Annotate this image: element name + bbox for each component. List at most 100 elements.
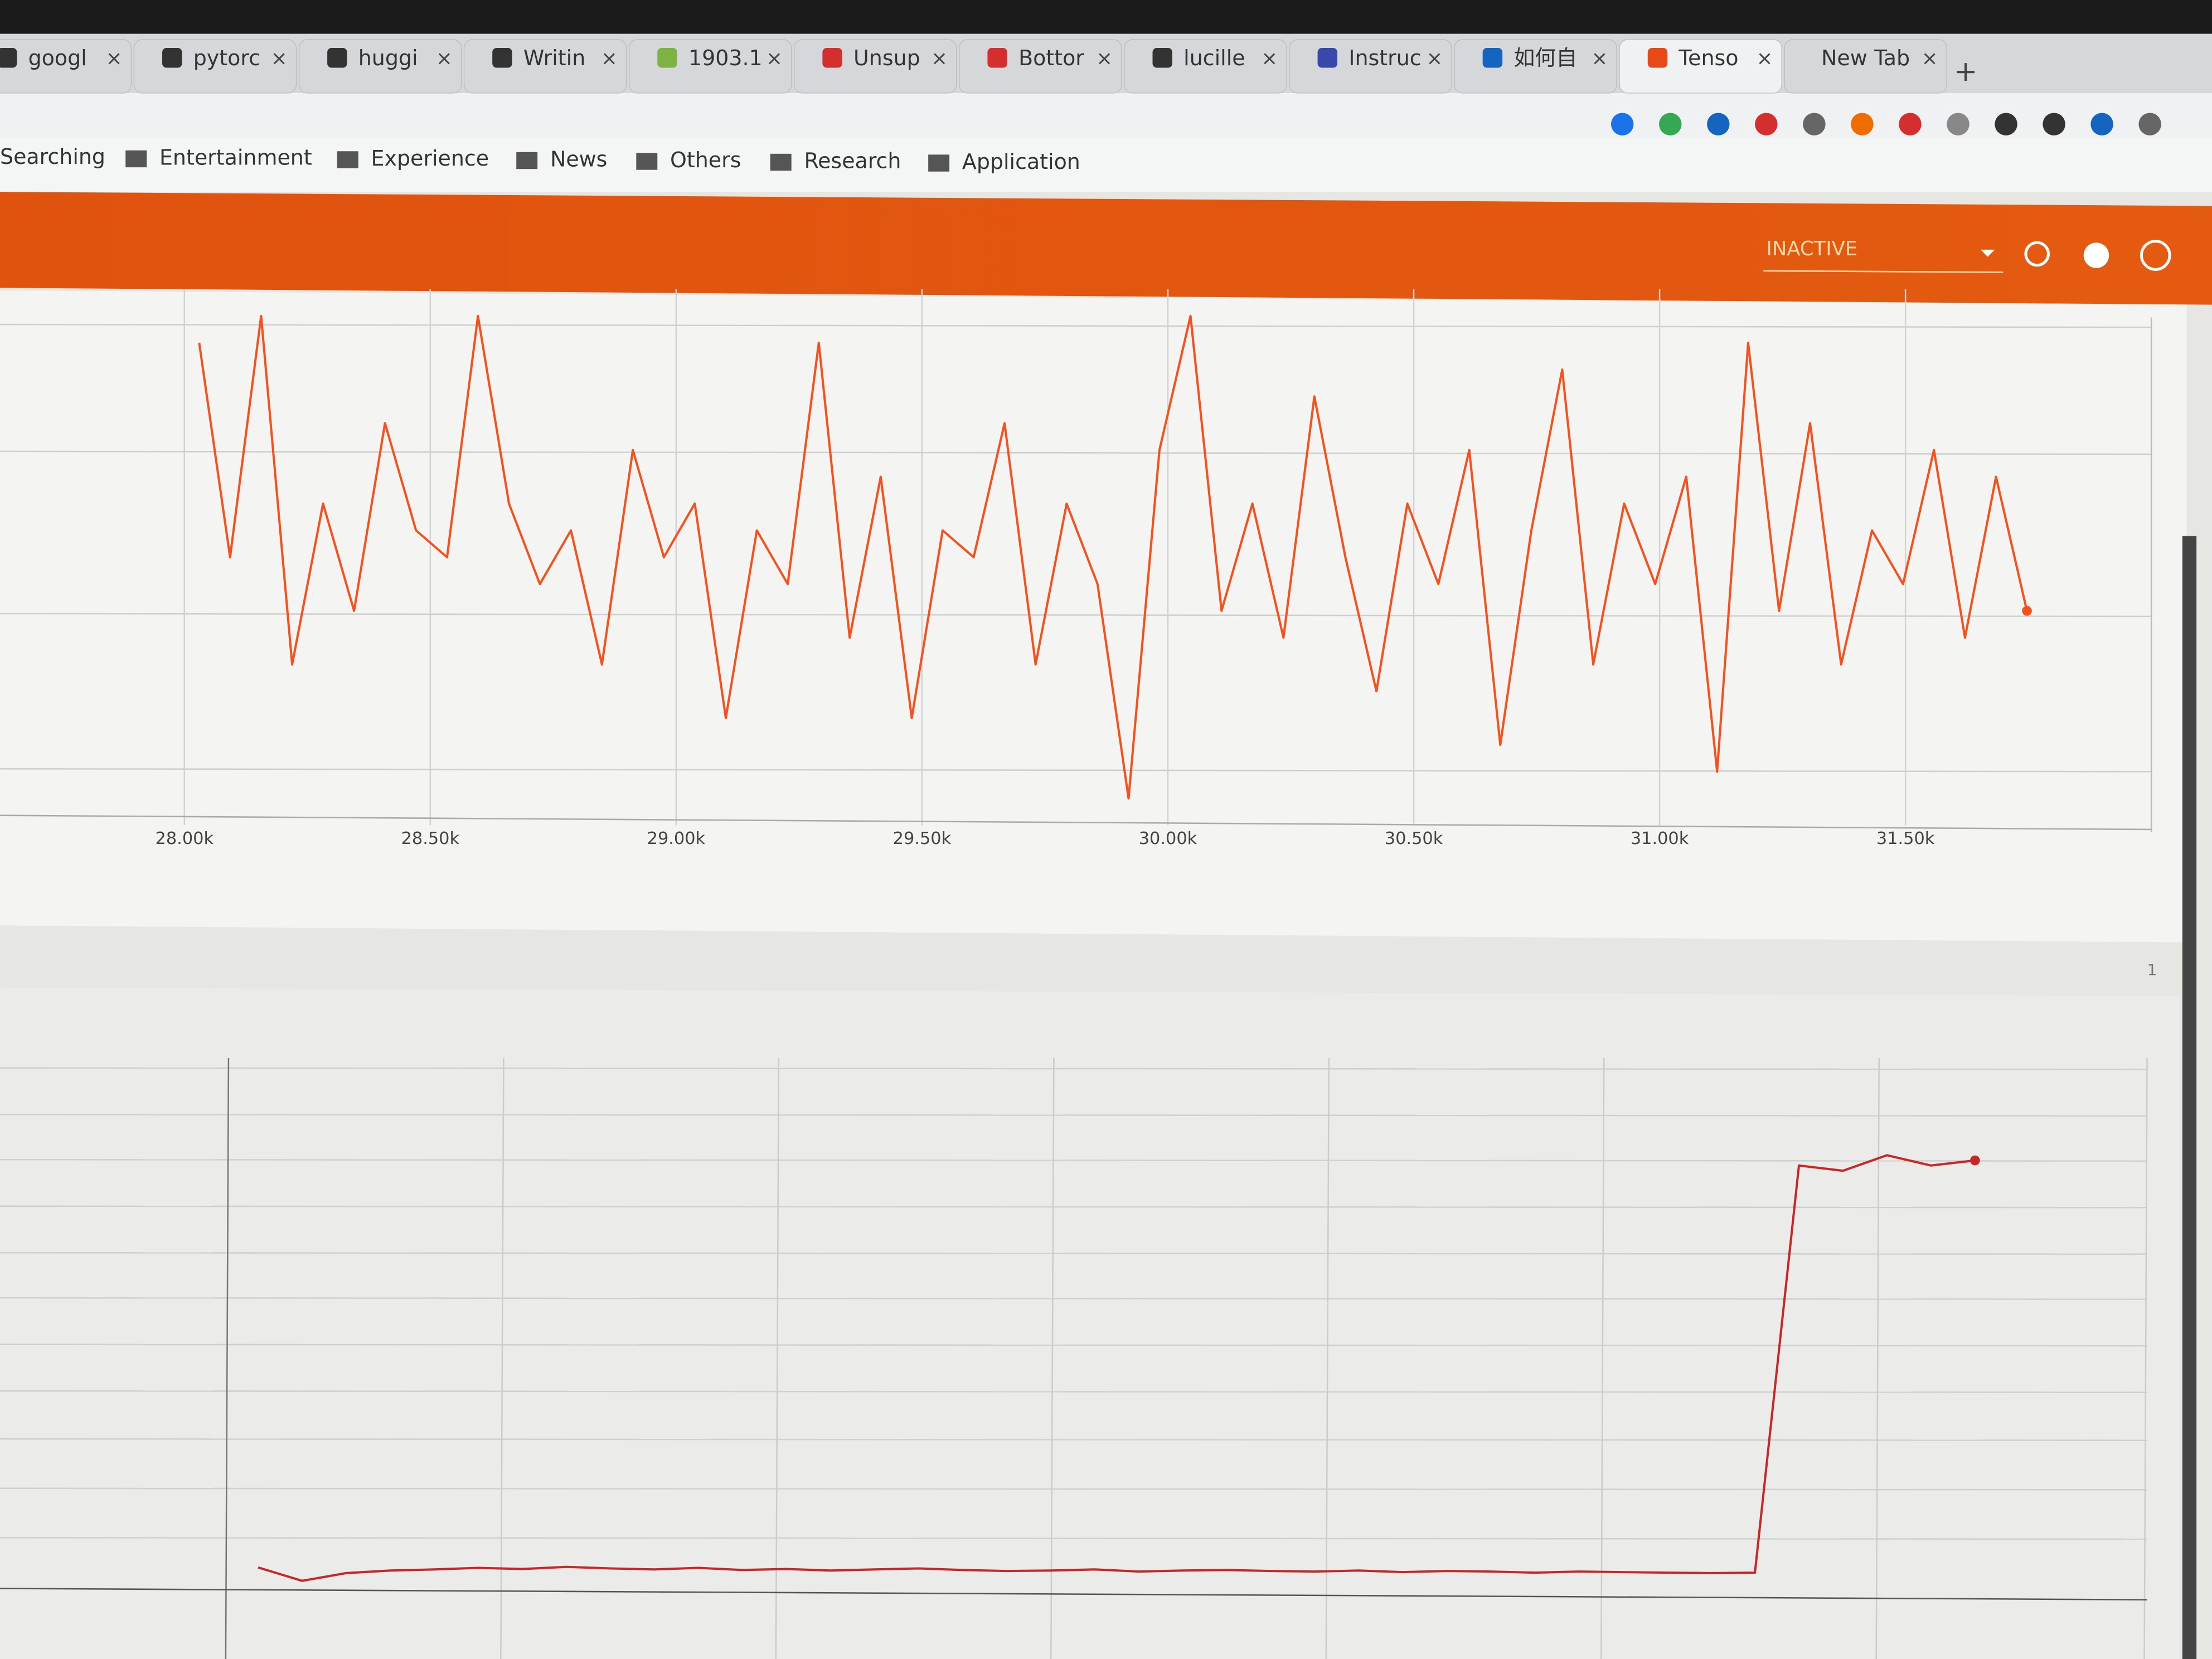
grid-line-v	[1600, 1058, 1605, 1659]
bookmark[interactable]: Research	[804, 149, 901, 173]
help-icon[interactable]	[2140, 240, 2171, 271]
tab-close[interactable]: ×	[766, 47, 783, 70]
tab-close[interactable]: ×	[1096, 47, 1113, 70]
grid-line-h	[0, 1343, 2147, 1347]
data-line	[198, 314, 2028, 800]
grid-line-h	[0, 1438, 2147, 1442]
tab-icon	[657, 48, 677, 68]
tab-title[interactable]: New Tab	[1821, 46, 1910, 70]
last-point	[2022, 605, 2032, 616]
tab-close[interactable]: ×	[106, 47, 123, 70]
x-tick-label: 31.00k	[1631, 829, 1689, 848]
bezel	[0, 0, 2212, 34]
page-number[interactable]: 1	[2147, 961, 2157, 979]
folder-icon	[928, 154, 950, 172]
bookmark[interactable]: Entertainment	[159, 145, 312, 169]
grid-line-v	[2143, 1058, 2148, 1659]
bookmark[interactable]: Experience	[371, 146, 489, 171]
new-tab[interactable]: +	[1954, 55, 1977, 88]
tab-title[interactable]: Tenso	[1678, 46, 1738, 70]
tab-title[interactable]: lucille	[1183, 46, 1245, 70]
tab-icon	[327, 48, 347, 68]
folder-icon	[636, 153, 658, 170]
tab-icon	[1647, 48, 1668, 68]
tab-icon	[1317, 48, 1338, 68]
extension-icon[interactable]	[2138, 113, 2161, 135]
toolbar	[0, 93, 2212, 142]
x-tick-label: 31.50k	[1876, 829, 1935, 848]
extension-icon[interactable]	[1707, 113, 1730, 135]
tab-title[interactable]: 如何自	[1514, 46, 1577, 70]
extension-icon[interactable]	[1755, 113, 1778, 135]
tab-icon	[162, 48, 182, 68]
tab-close[interactable]: ×	[931, 47, 948, 70]
extension-icon[interactable]	[1947, 113, 1970, 135]
extension-icon[interactable]	[1851, 113, 1874, 135]
extension-icon[interactable]	[1611, 113, 1634, 135]
x-tick-label: 28.00k	[156, 829, 214, 848]
grid-line-h	[0, 1390, 2147, 1393]
grid-line-v	[1325, 1058, 1330, 1659]
x-tick-label: 29.50k	[893, 829, 952, 848]
tab-title[interactable]: 1903.1	[688, 46, 763, 70]
tab-icon	[0, 48, 17, 68]
tab-close[interactable]: ×	[1261, 47, 1278, 70]
settings-icon[interactable]	[2083, 242, 2109, 268]
tab-title[interactable]: pytorc	[193, 46, 260, 70]
tab-title[interactable]: Writin	[523, 46, 585, 70]
tab-icon	[1482, 48, 1503, 68]
grid-line-h	[0, 450, 2152, 455]
grid-line-h	[0, 1205, 2147, 1209]
x-tick-label: 29.00k	[647, 829, 706, 848]
tab-close[interactable]: ×	[271, 47, 288, 70]
tab-close[interactable]: ×	[1757, 47, 1773, 70]
grid-line-v	[500, 1058, 505, 1659]
extension-icon[interactable]	[2090, 113, 2113, 135]
tab[interactable]	[1784, 39, 1947, 94]
grid-line-h	[0, 1067, 2147, 1070]
tab-close[interactable]: ×	[1922, 47, 1938, 70]
tab-close[interactable]: ×	[601, 47, 618, 70]
x-tick-label: 30.00k	[1139, 829, 1197, 848]
grid-line-h	[0, 1297, 2147, 1300]
x-axis	[0, 1588, 2147, 1600]
dropdown-icon[interactable]	[1980, 249, 1995, 257]
grid-line-h	[0, 768, 2152, 773]
tab-close[interactable]: ×	[1426, 47, 1443, 70]
bookmark[interactable]: Application	[962, 149, 1080, 174]
tab-title[interactable]: Instruc	[1348, 46, 1421, 70]
tab-title[interactable]: Bottor	[1018, 46, 1084, 70]
app-header	[0, 192, 2212, 305]
folder-icon	[516, 152, 538, 169]
extension-icon[interactable]	[1659, 113, 1682, 135]
bookmark[interactable]: News	[550, 147, 608, 171]
run-selector[interactable]: INACTIVE	[1766, 237, 1857, 260]
tab-title[interactable]: huggi	[358, 46, 418, 70]
extension-icon[interactable]	[1995, 113, 2017, 135]
tab[interactable]	[0, 39, 132, 94]
bookmark[interactable]: Others	[670, 148, 741, 172]
x-tick-label: 28.50k	[401, 829, 460, 848]
tab-icon	[492, 48, 512, 68]
bookmarks-bar	[0, 138, 2212, 192]
selector-underline	[1763, 270, 2004, 273]
tab-close[interactable]: ×	[436, 47, 453, 70]
bookmark[interactable]: Searching	[0, 144, 105, 169]
extension-icon[interactable]	[1803, 113, 1826, 135]
grid-line-h	[0, 1537, 2147, 1540]
x-tick-label: 30.50k	[1385, 829, 1443, 848]
extension-icon[interactable]	[2043, 113, 2065, 135]
grid-line-h	[0, 1113, 2147, 1117]
reload-icon[interactable]	[2024, 241, 2050, 267]
tab-icon	[987, 48, 1007, 68]
grid-line-v	[775, 1058, 780, 1659]
folder-icon	[125, 150, 147, 168]
folder-icon	[770, 153, 792, 171]
tab-close[interactable]: ×	[1592, 47, 1608, 70]
tab-title[interactable]: Unsup	[853, 46, 920, 70]
grid-line-h	[0, 1158, 2147, 1162]
bottom-card	[0, 987, 2180, 1659]
extension-icon[interactable]	[1899, 113, 1922, 135]
tab-title[interactable]: googl	[28, 46, 87, 70]
